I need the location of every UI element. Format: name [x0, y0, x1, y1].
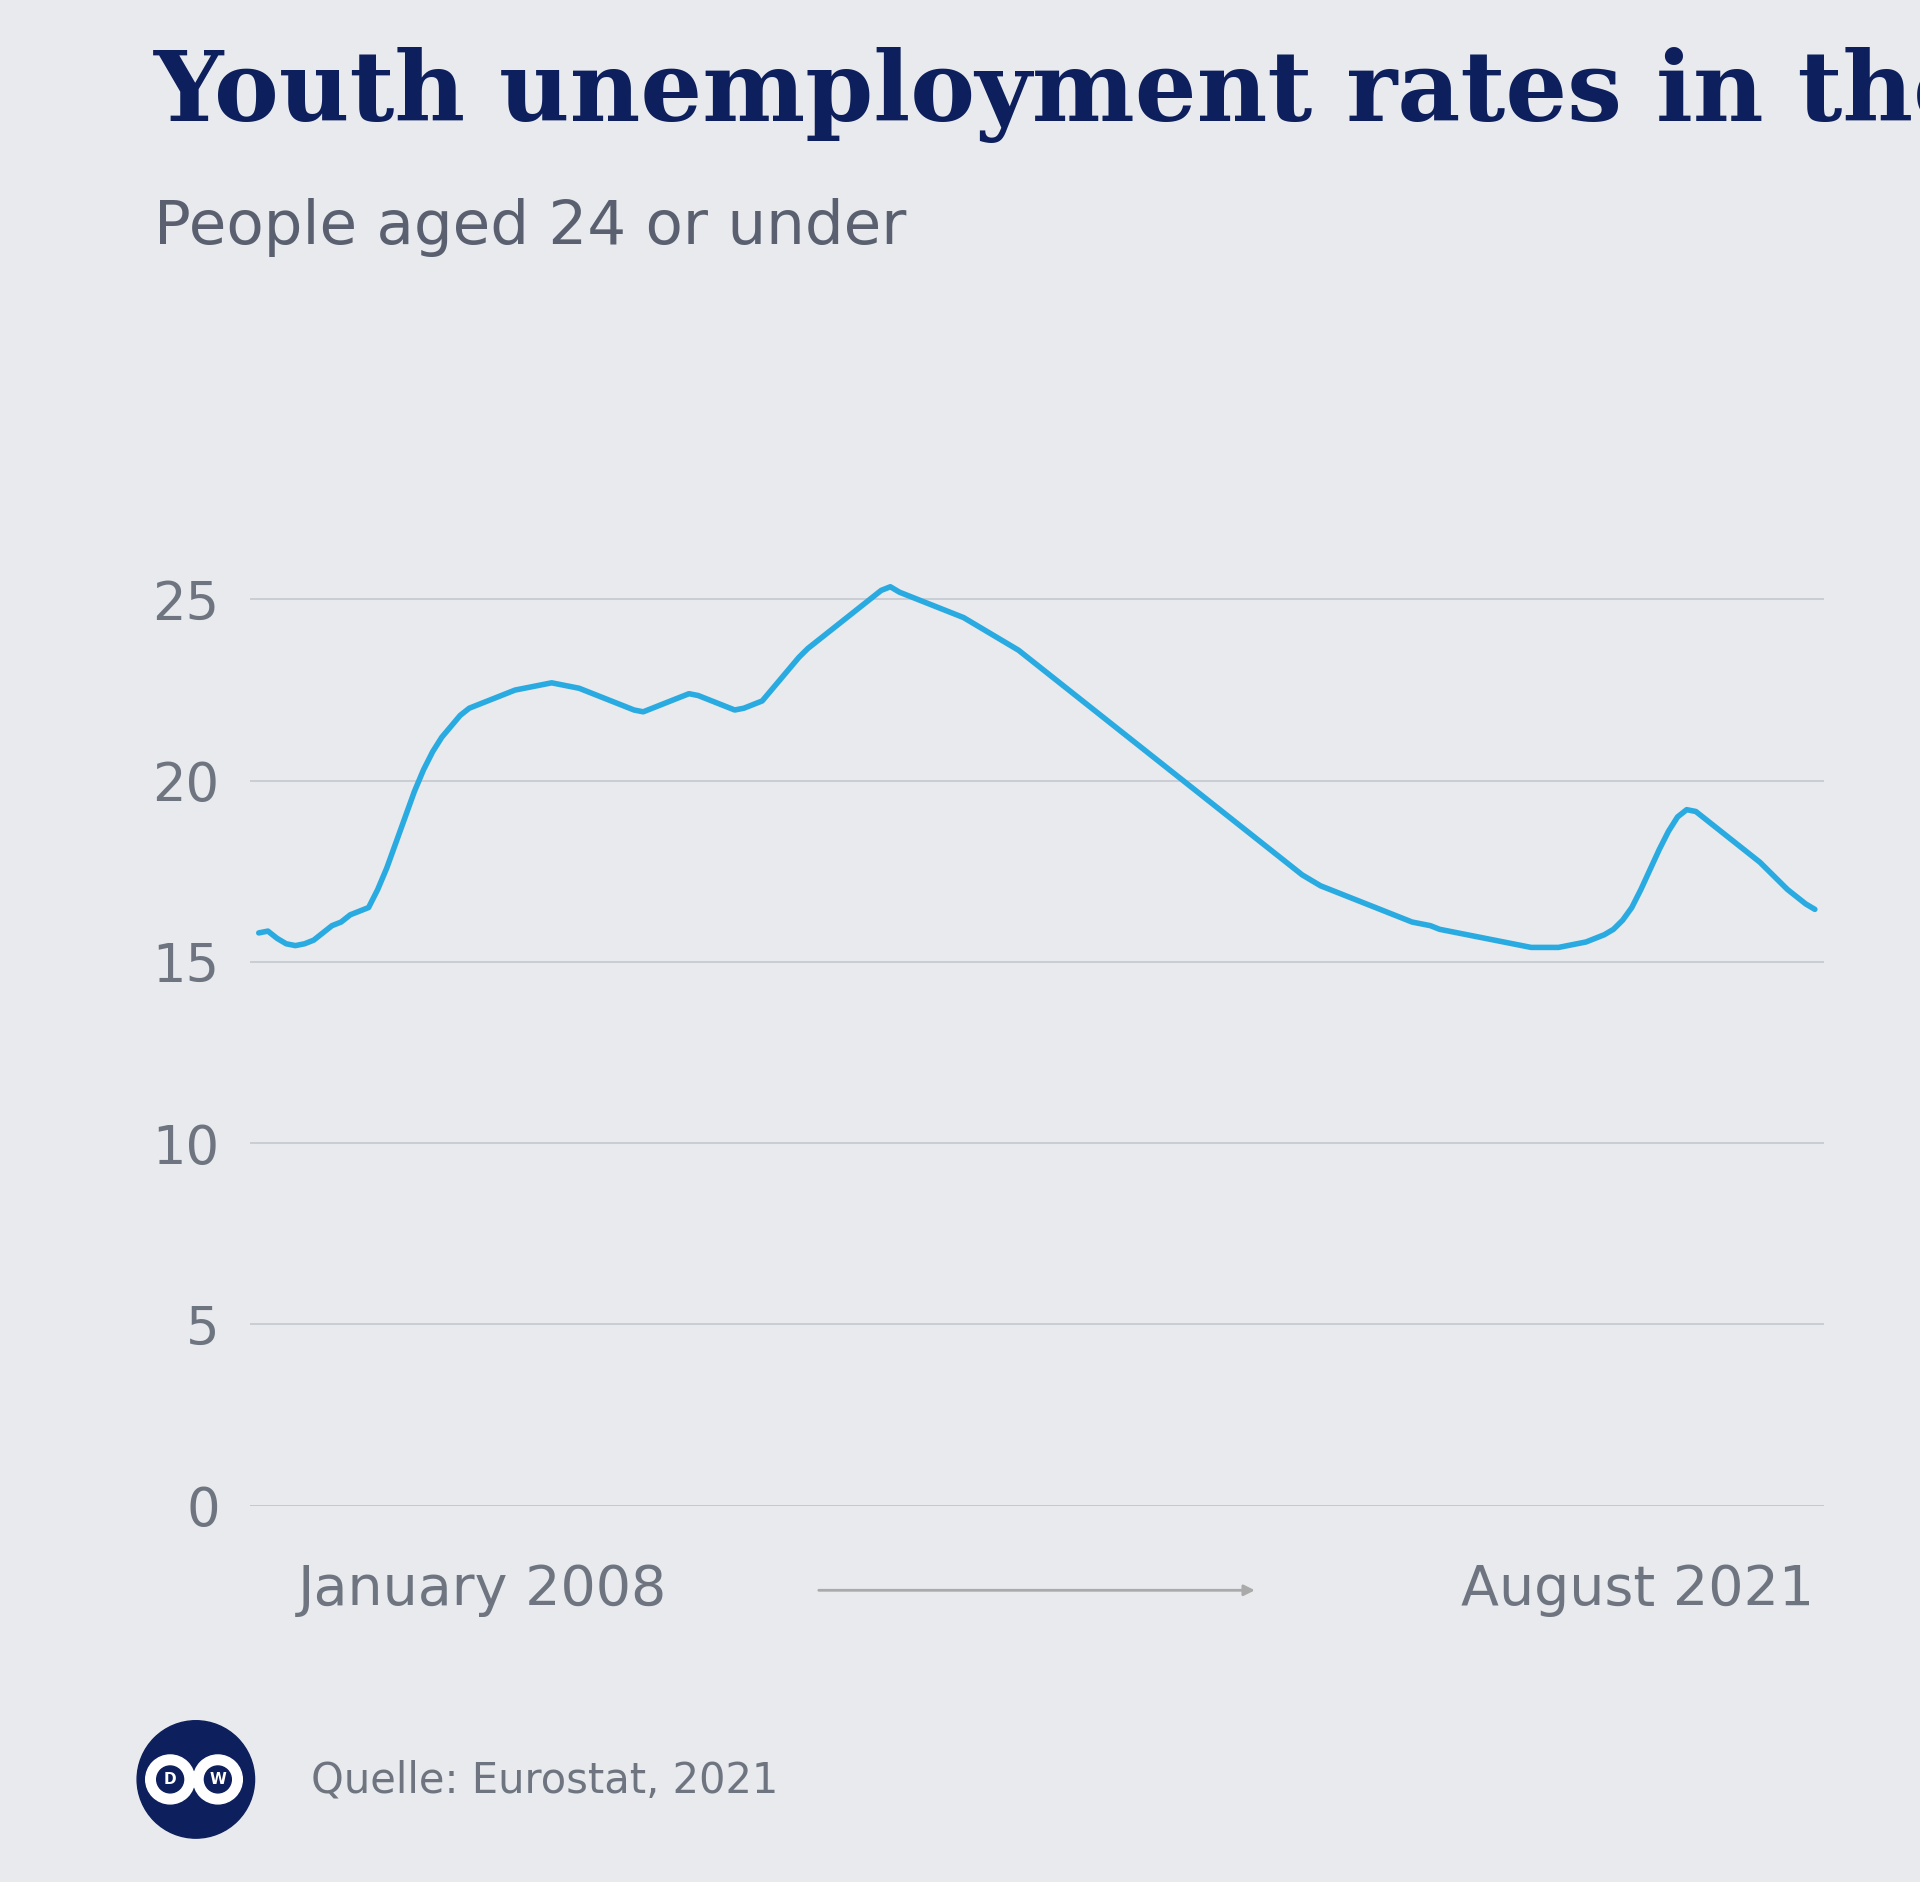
Circle shape — [146, 1754, 194, 1803]
Circle shape — [136, 1720, 255, 1839]
Circle shape — [157, 1765, 184, 1794]
Text: W: W — [209, 1773, 227, 1786]
Text: People aged 24 or under: People aged 24 or under — [154, 198, 906, 256]
Circle shape — [194, 1754, 242, 1803]
Text: Quelle: Eurostat, 2021: Quelle: Eurostat, 2021 — [311, 1760, 778, 1801]
Text: D: D — [163, 1773, 177, 1786]
Text: Youth unemployment rates in the EU: Youth unemployment rates in the EU — [154, 47, 1920, 143]
Circle shape — [204, 1765, 230, 1794]
Text: January 2008: January 2008 — [298, 1564, 666, 1617]
Text: August 2021: August 2021 — [1461, 1564, 1814, 1617]
